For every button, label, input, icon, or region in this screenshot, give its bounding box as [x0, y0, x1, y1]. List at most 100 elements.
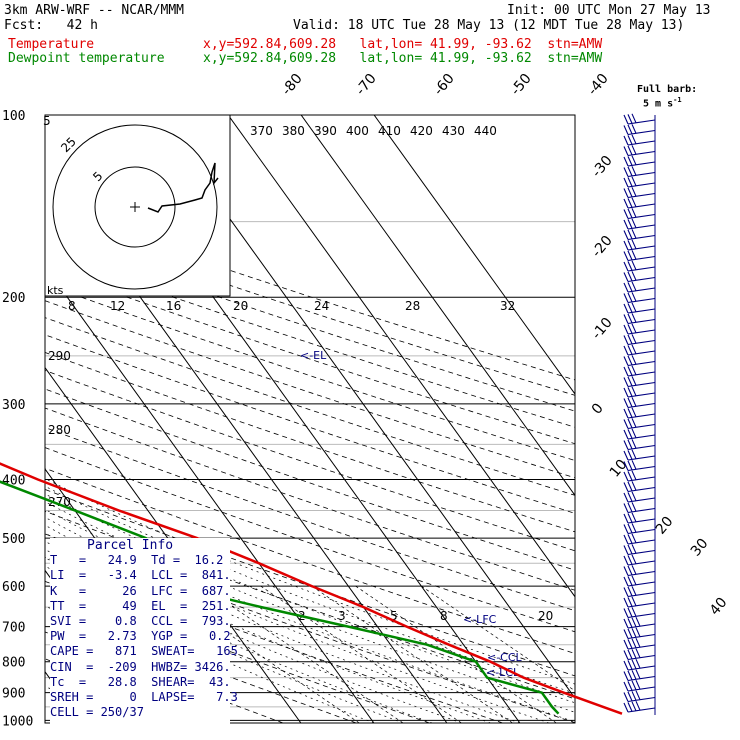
- wind-barb: [623, 292, 656, 304]
- parcel-row: CELL = 250/37: [50, 705, 144, 720]
- dry-adiabat-line: [45, 388, 575, 571]
- mixing-ratio-line: [260, 585, 462, 723]
- dry-adiabat-line: [45, 580, 430, 723]
- isotherm-line: [300, 115, 575, 497]
- wind-barb: [623, 313, 656, 325]
- barb-key-units: 5 m s: [643, 98, 674, 110]
- wind-barb: [623, 344, 656, 356]
- moist-adiabat-line: [45, 485, 575, 694]
- wind-barb: [623, 260, 656, 272]
- isotherm-label: 30: [688, 536, 712, 560]
- pressure-tick-label: 900: [2, 687, 25, 702]
- wind-barb: [623, 596, 656, 608]
- el-marker: <-EL: [300, 349, 327, 362]
- mixing-ratio-label: 8: [440, 609, 448, 623]
- pressure-tick-label: 800: [2, 656, 25, 671]
- parcel-row: SVI = 0.8 CCL = 793.: [50, 614, 231, 629]
- dry-adiabat-line: [45, 556, 503, 723]
- theta-e-label: 380: [282, 124, 305, 138]
- wind-barb: [623, 700, 656, 713]
- wind-barb: [623, 418, 656, 430]
- wind-barb: [623, 302, 656, 314]
- valid-time: Valid: 18 UTC Tue 28 May 13 (12 MDT Tue …: [293, 18, 685, 33]
- temperature-legend: Temperature: [8, 37, 95, 52]
- wind-barb: [623, 250, 656, 262]
- parcel-row: Tc = 28.8 SHEAR= 43.: [50, 674, 231, 689]
- wind-barb: [623, 512, 656, 524]
- dry-adiabat-line: [45, 267, 575, 445]
- wind-barb: [623, 187, 656, 199]
- isotherm-label: -60: [431, 71, 458, 99]
- hodograph-frame: [44, 114, 231, 297]
- wind-barb: [623, 669, 656, 682]
- parcel-row: TT = 49 EL = 251.: [50, 598, 231, 613]
- pressure-tick-label: 200: [2, 291, 25, 306]
- wind-barb: [623, 439, 656, 451]
- isotherm-label: -50: [508, 71, 535, 99]
- theta-e-label: 440: [474, 124, 497, 138]
- moist-adiabat-line: [45, 493, 575, 704]
- hodograph-ring-label: 5: [43, 114, 51, 128]
- wind-barb: [623, 565, 656, 577]
- barb-key: Full barb: 5 m s-1: [637, 84, 697, 109]
- upper-scale-label: 32: [500, 299, 515, 313]
- parcel-row: T = 24.9 Td = 16.2: [50, 553, 224, 568]
- mixing-ratio-line: [311, 585, 513, 723]
- barb-key-line1: Full barb:: [637, 84, 698, 95]
- wind-barb: [623, 397, 656, 409]
- wind-barb: [623, 145, 656, 157]
- wind-barb: [623, 627, 656, 640]
- theta-e-label: 390: [314, 124, 337, 138]
- wind-barb: [623, 586, 656, 598]
- parcel-info-title: Parcel Info: [87, 538, 174, 553]
- isotherm-line: [227, 115, 575, 598]
- wind-barb: [623, 648, 656, 661]
- dry-adiabat-line: [45, 317, 575, 496]
- mixing-ratio-line: [158, 585, 360, 723]
- wind-barb: [623, 197, 656, 209]
- hodograph-units: kts: [47, 284, 64, 297]
- dry-adiabat-line: [45, 489, 575, 677]
- isotherm-label: -20: [589, 233, 616, 261]
- ccl-marker: <-CCL: [487, 651, 523, 664]
- init-time: Init: 00 UTC Mon 27 May 13: [507, 3, 711, 18]
- wind-barb: [623, 690, 656, 703]
- wind-barb: [623, 491, 656, 503]
- wind-barb: [623, 218, 656, 230]
- isotherm-label: -80: [279, 71, 306, 99]
- upper-scale-label: 16: [166, 299, 181, 313]
- parcel-info-rows: T = 24.9 Td = 16.2 LI = -3.4 LCL = 841. K …: [50, 553, 238, 720]
- isotherm-label: -70: [353, 71, 380, 99]
- wind-barb: [623, 533, 656, 545]
- mixing-ratio-label: 20: [538, 609, 553, 623]
- isotherm-label: -40: [585, 71, 612, 99]
- model-title: 3km ARW-WRF -- NCAR/MMM: [4, 3, 185, 18]
- parcel-row: K = 26 LFC = 687.: [50, 583, 231, 598]
- dry-adiabat-line: [45, 300, 575, 479]
- theta-e-label: 400: [346, 124, 369, 138]
- wind-barb: [623, 376, 656, 388]
- upper-scale-label: 8: [68, 299, 76, 313]
- wind-barb: [623, 470, 656, 482]
- wind-barb: [623, 575, 656, 587]
- wind-barb: [623, 449, 656, 461]
- wind-barb: [623, 637, 656, 650]
- upper-scale-label: 20: [233, 299, 248, 313]
- hodograph-ring: [52, 124, 218, 290]
- wind-barb: [623, 176, 656, 188]
- theta-label: 280: [48, 423, 71, 437]
- dry-adiabat-line: [45, 221, 575, 396]
- wind-barb: [623, 229, 656, 241]
- wind-barb: [623, 554, 656, 566]
- hodograph-trace: [147, 162, 219, 213]
- wind-barb: [623, 271, 656, 283]
- parcel-info-box: Parcel Info T = 24.9 Td = 16.2 LI = -3.4 …: [50, 538, 238, 724]
- wind-barb: [623, 166, 656, 178]
- dry-adiabat-line: [45, 407, 575, 591]
- wind-barb: [623, 460, 656, 472]
- parcel-row: CIN = -209 HWBZ= 3426.: [50, 659, 231, 674]
- wind-barb: [623, 355, 656, 367]
- lfc-marker: <-LFC: [463, 613, 497, 626]
- mixing-ratio-label: 3: [338, 609, 346, 623]
- mixing-ratio-label: 5: [390, 609, 398, 623]
